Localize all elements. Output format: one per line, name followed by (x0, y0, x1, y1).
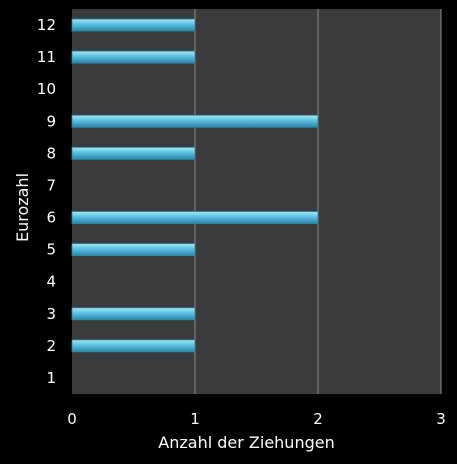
y-tick-label-12: 12 (37, 16, 56, 34)
y-tick-label-10: 10 (37, 80, 56, 98)
bar-3 (71, 307, 196, 321)
x-tick-label-0: 0 (67, 410, 77, 428)
x-axis-title: Anzahl der Ziehungen (158, 433, 334, 452)
y-tick-label-5: 5 (46, 241, 56, 259)
y-axis-title: Eurozahl (13, 173, 32, 242)
x-tick-label-3: 3 (436, 410, 446, 428)
y-tick-label-6: 6 (46, 209, 56, 227)
x-tick-label-1: 1 (190, 410, 200, 428)
bar-2 (71, 339, 196, 353)
y-tick-label-1: 1 (46, 369, 56, 387)
y-tick-label-9: 9 (46, 112, 56, 130)
y-tick-label-8: 8 (46, 144, 56, 162)
bar-11 (71, 50, 196, 64)
bar-6 (71, 211, 319, 224)
y-tick-label-2: 2 (46, 337, 56, 355)
gridlines (194, 9, 442, 394)
x-axis-tick-labels: 0 1 2 3 (67, 410, 446, 428)
bar-9 (71, 114, 319, 128)
x-tick-label-2: 2 (313, 410, 323, 428)
plot-area (72, 9, 441, 394)
bars (71, 18, 319, 353)
y-tick-label-11: 11 (37, 48, 56, 66)
y-tick-label-4: 4 (46, 273, 56, 291)
bar-12 (71, 18, 196, 32)
y-tick-label-3: 3 (46, 305, 56, 323)
bar-8 (71, 146, 196, 160)
bar-5 (71, 243, 196, 257)
y-tick-label-7: 7 (46, 176, 56, 194)
